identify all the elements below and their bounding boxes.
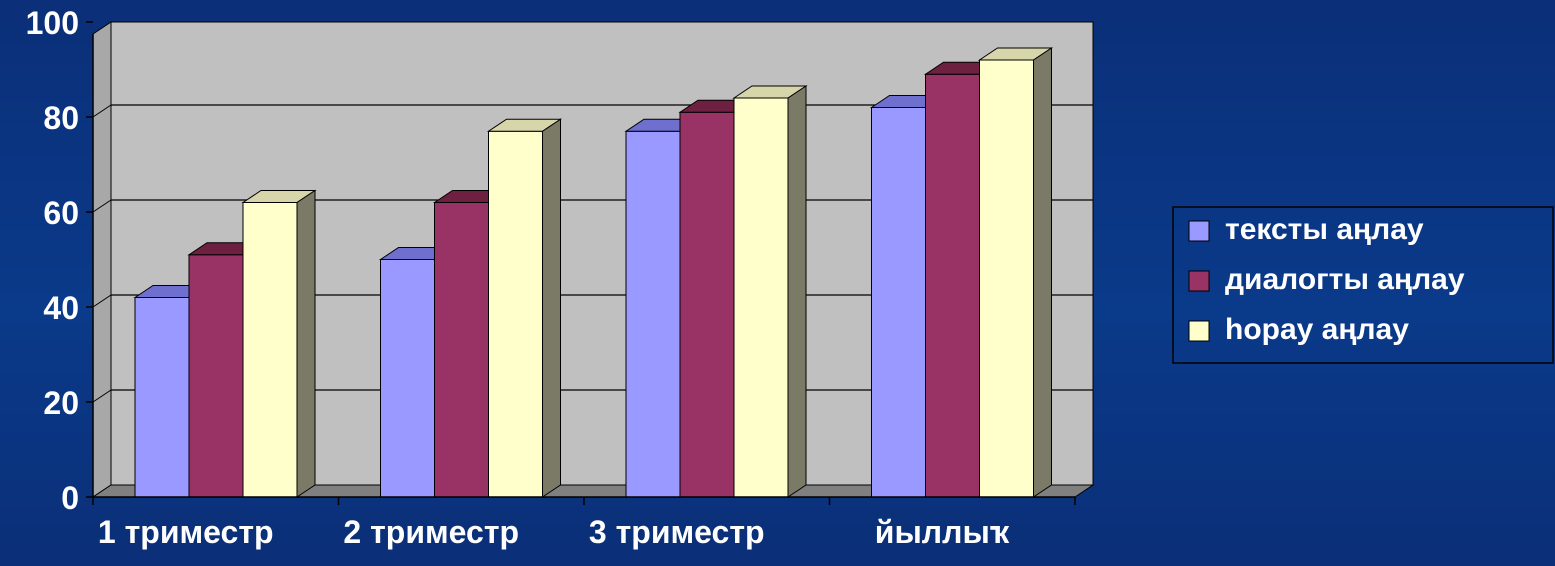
gridline-diagonal [92,104,112,118]
bar-side [787,85,807,498]
bar [488,130,543,498]
legend-swatch [1188,270,1210,292]
bar [625,130,681,498]
bar-side [296,189,316,498]
bar [979,59,1034,498]
legend-label: һорау аңлау [1225,313,1409,346]
x-tick-label: йыллыҡ [875,514,1010,550]
legend-swatch [1188,220,1210,242]
y-tick-label: 40 [43,290,79,326]
bar [380,259,435,498]
bar-side [542,118,561,498]
bar-side [1033,47,1052,498]
x-tick-label: 1 триместр [98,514,274,550]
y-tick-label: 0 [61,480,79,516]
bar [242,202,298,498]
legend-box [1172,206,1554,364]
x-tick-label: 3 триместр [589,514,765,550]
y-tick-label: 20 [43,385,79,421]
bar [434,202,489,498]
legend-swatch [1188,320,1210,342]
y-tick-label: 80 [43,100,79,136]
gridline-diagonal [92,294,112,308]
bar [679,111,735,498]
bar [134,297,190,498]
bar [925,73,980,498]
legend-label: диалогты аңлау [1225,263,1465,296]
bar [733,97,789,498]
bar [871,107,926,498]
y-tick-label: 100 [26,5,79,41]
legend-label: тексты аңлау [1225,213,1424,246]
x-tick-label: 2 триместр [343,514,519,550]
bar [188,254,244,498]
gridline-diagonal [92,389,112,403]
plot-side-wall [92,21,112,498]
y-tick-label: 60 [43,195,79,231]
gridline-diagonal [92,199,112,213]
